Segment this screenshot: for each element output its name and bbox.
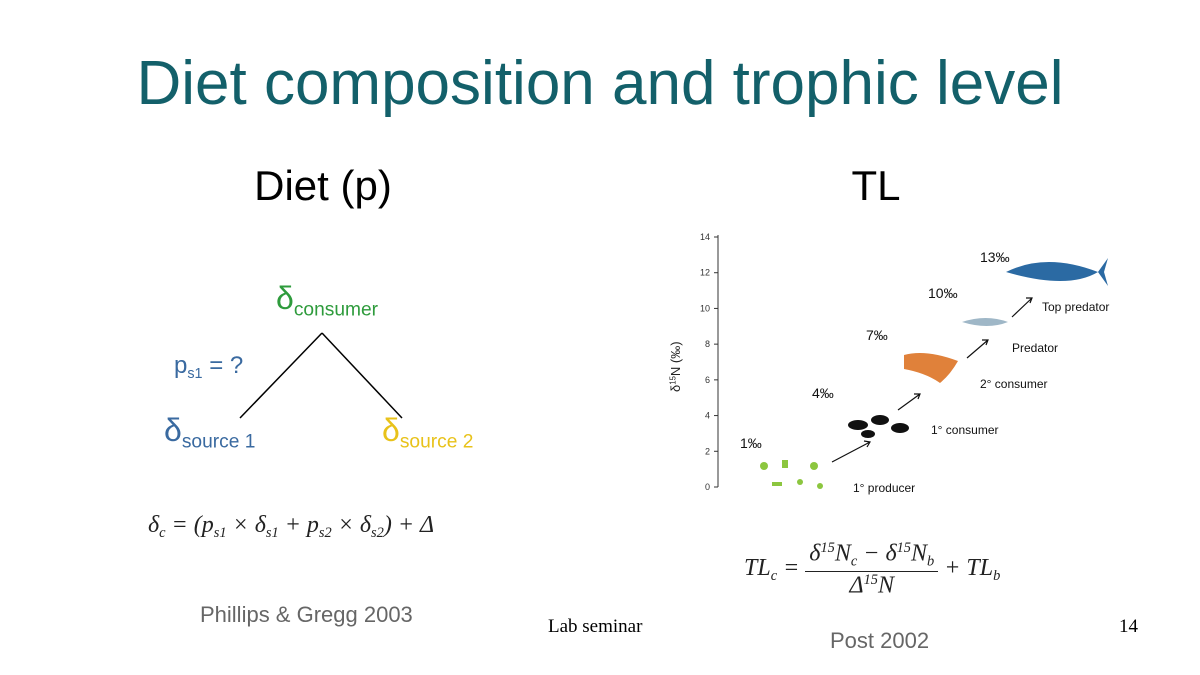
heading: Diet (p) [254, 162, 392, 209]
y-tick-label: 12 [700, 268, 710, 278]
subscript: s1 [213, 525, 227, 542]
y-tick-label: 14 [700, 232, 710, 242]
source-label: δsource 2 [382, 412, 473, 454]
subscript: consumer [293, 299, 379, 321]
symbol: = ? [202, 352, 244, 379]
symbol: p [174, 352, 188, 379]
subscript: s2 [318, 525, 332, 542]
level-label: Top predator [1042, 300, 1109, 314]
superscript: 15 [896, 540, 911, 556]
subscript: s1 [265, 525, 279, 542]
symbol: + TL [944, 554, 994, 581]
subscript: source 1 [181, 431, 256, 453]
symbol: N [911, 540, 928, 567]
enrichment-label: 10‰ [928, 285, 958, 301]
symbol: N (‰) [668, 341, 683, 377]
consumer-label: δconsumer [276, 280, 378, 322]
enrichment-label: 1‰ [740, 435, 762, 451]
superscript: 15 [863, 571, 878, 588]
symbol: δ [809, 540, 821, 567]
citation: Post 2002 [830, 628, 930, 653]
level-label: 1° consumer [931, 423, 999, 437]
enrichment-label: 13‰ [980, 249, 1010, 265]
symbol: = [777, 554, 800, 581]
y-tick-label: 2 [705, 446, 710, 456]
subscript: c [770, 567, 778, 584]
formula-part: TLc = [744, 555, 799, 585]
enrichment-label: 7‰ [866, 327, 888, 343]
branch [239, 332, 323, 419]
heading: TL [851, 162, 901, 209]
subscript: b [993, 567, 1001, 584]
symbol: δ [164, 412, 182, 448]
subscript: c [159, 525, 166, 542]
symbol: N [834, 540, 851, 567]
y-tick-label: 0 [705, 482, 710, 492]
symbol: TL [744, 554, 771, 581]
superscript: 15 [820, 540, 835, 556]
y-tick-label: 8 [705, 339, 710, 349]
y-tick-label: 4 [705, 411, 710, 421]
mixing-diagram [239, 332, 403, 419]
tl-formula: TLc = δ15Nc − δ15Nb Δ15N + TLb [744, 540, 1000, 599]
subscript: s2 [371, 525, 384, 542]
symbol: ) + Δ [383, 512, 435, 538]
numerator: δ15Nc − δ15Nb [805, 540, 939, 572]
symbol: δ [276, 280, 294, 316]
symbol: − δ [857, 540, 897, 567]
proportion-label: ps1 = ? [174, 352, 243, 382]
slide-title: Diet composition and trophic level [136, 49, 1064, 118]
symbol: × δ [226, 512, 266, 538]
denominator: Δ15N [846, 572, 899, 600]
level-label: 1° producer [853, 481, 915, 495]
page-number: 14 [1119, 616, 1138, 637]
level-label: Predator [1012, 341, 1058, 355]
superscript: 15 [668, 376, 678, 385]
source-label: δsource 1 [164, 412, 255, 454]
branch [321, 332, 403, 419]
y-tick-label: 10 [700, 303, 710, 313]
fraction: δ15Nc − δ15Nb Δ15N [805, 540, 939, 600]
symbol: = (p [165, 512, 214, 538]
enrichment-label: 4‰ [812, 385, 834, 401]
mixing-formula: δc = (ps1 × δs1 + ps2 × δs2) + Δ [148, 512, 434, 542]
organisms [760, 258, 1108, 489]
subscript: b [927, 553, 935, 570]
symbol: Δ [849, 572, 864, 599]
symbol: δ [382, 412, 400, 448]
level-label: 2° consumer [980, 377, 1048, 391]
symbol: N [877, 572, 894, 599]
symbol: δ [668, 384, 683, 392]
symbol: + p [278, 512, 319, 538]
footer: Lab seminar [548, 616, 643, 637]
subscript: source 2 [399, 431, 474, 453]
symbol: δ [148, 512, 160, 538]
y-tick-label: 6 [705, 375, 710, 385]
trophic-figure: 0 2 4 6 8 10 12 14 1‰ 4‰ 7‰ 10‰ 13‰ 1° producer 1° con… [700, 232, 1109, 495]
subscript: c [850, 553, 858, 570]
subscript: s1 [187, 366, 203, 383]
y-axis-label: δ15N (‰) [668, 341, 683, 392]
symbol: × δ [331, 512, 372, 538]
arrows [831, 297, 1033, 463]
formula-part: + TLb [944, 555, 1000, 585]
citation: Phillips & Gregg 2003 [200, 602, 413, 627]
